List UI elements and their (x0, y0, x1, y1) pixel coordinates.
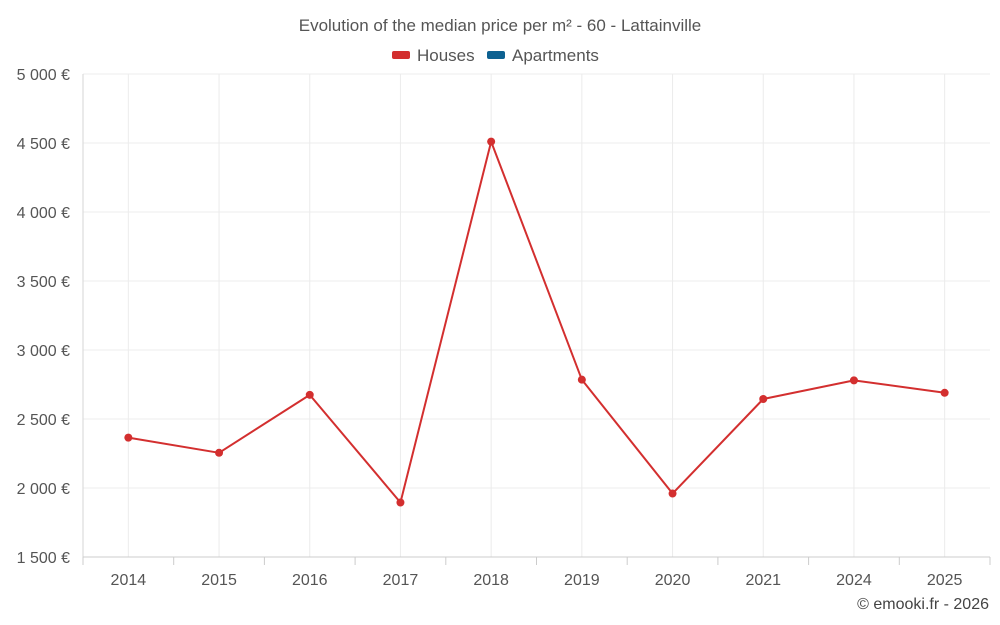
x-tick-label: 2024 (836, 572, 872, 589)
x-tick-label: 2014 (111, 572, 147, 589)
x-tick-label: 2016 (292, 572, 328, 589)
chart-title: Evolution of the median price per m² - 6… (299, 16, 702, 35)
legend-item-houses[interactable]: Houses (392, 46, 475, 65)
x-tick-label: 2017 (383, 572, 419, 589)
data-point-2020[interactable] (668, 489, 677, 498)
data-point-2016[interactable] (305, 390, 314, 399)
x-tick-label: 2021 (745, 572, 781, 589)
y-tick-label: 4 500 € (17, 136, 70, 153)
data-point-2014[interactable] (124, 433, 133, 442)
data-point-2017[interactable] (396, 498, 405, 507)
data-point-2018[interactable] (487, 137, 496, 146)
x-tick-label: 2020 (655, 572, 691, 589)
series-line-houses (128, 140, 945, 504)
series-group (124, 137, 949, 507)
x-tick-label: 2025 (927, 572, 963, 589)
data-point-2019[interactable] (577, 375, 586, 384)
y-tick-label: 4 000 € (17, 205, 70, 222)
y-tick-label: 2 000 € (17, 481, 70, 498)
legend-swatch-apartments (487, 51, 505, 59)
x-tick-label: 2018 (473, 572, 509, 589)
data-point-2024[interactable] (849, 376, 858, 385)
y-tick-label: 1 500 € (17, 550, 70, 567)
y-tick-label: 5 000 € (17, 67, 70, 84)
legend-label-houses: Houses (417, 46, 475, 65)
y-tick-label: 3 500 € (17, 274, 70, 291)
y-tick-label: 3 000 € (17, 343, 70, 360)
x-axis: 2014 2015 2016 2017 2018 2019 2020 2021 2024 2025 (82, 556, 991, 589)
data-point-2025[interactable] (940, 388, 949, 397)
data-point-2015[interactable] (215, 448, 224, 457)
x-tick-label: 2015 (201, 572, 237, 589)
x-tick-label: 2019 (564, 572, 600, 589)
credit-text: © emooki.fr - 2026 (857, 596, 989, 613)
legend-label-apartments: Apartments (512, 46, 599, 65)
grid (83, 73, 990, 557)
legend-item-apartments[interactable]: Apartments (487, 46, 599, 65)
y-axis: 1 500 € 2 000 € 2 500 € 3 000 € 3 500 € 4 000… (17, 67, 84, 567)
legend-swatch-houses (392, 51, 410, 59)
y-tick-label: 2 500 € (17, 412, 70, 429)
legend: Houses Apartments (392, 46, 599, 65)
data-point-2021[interactable] (759, 394, 768, 403)
